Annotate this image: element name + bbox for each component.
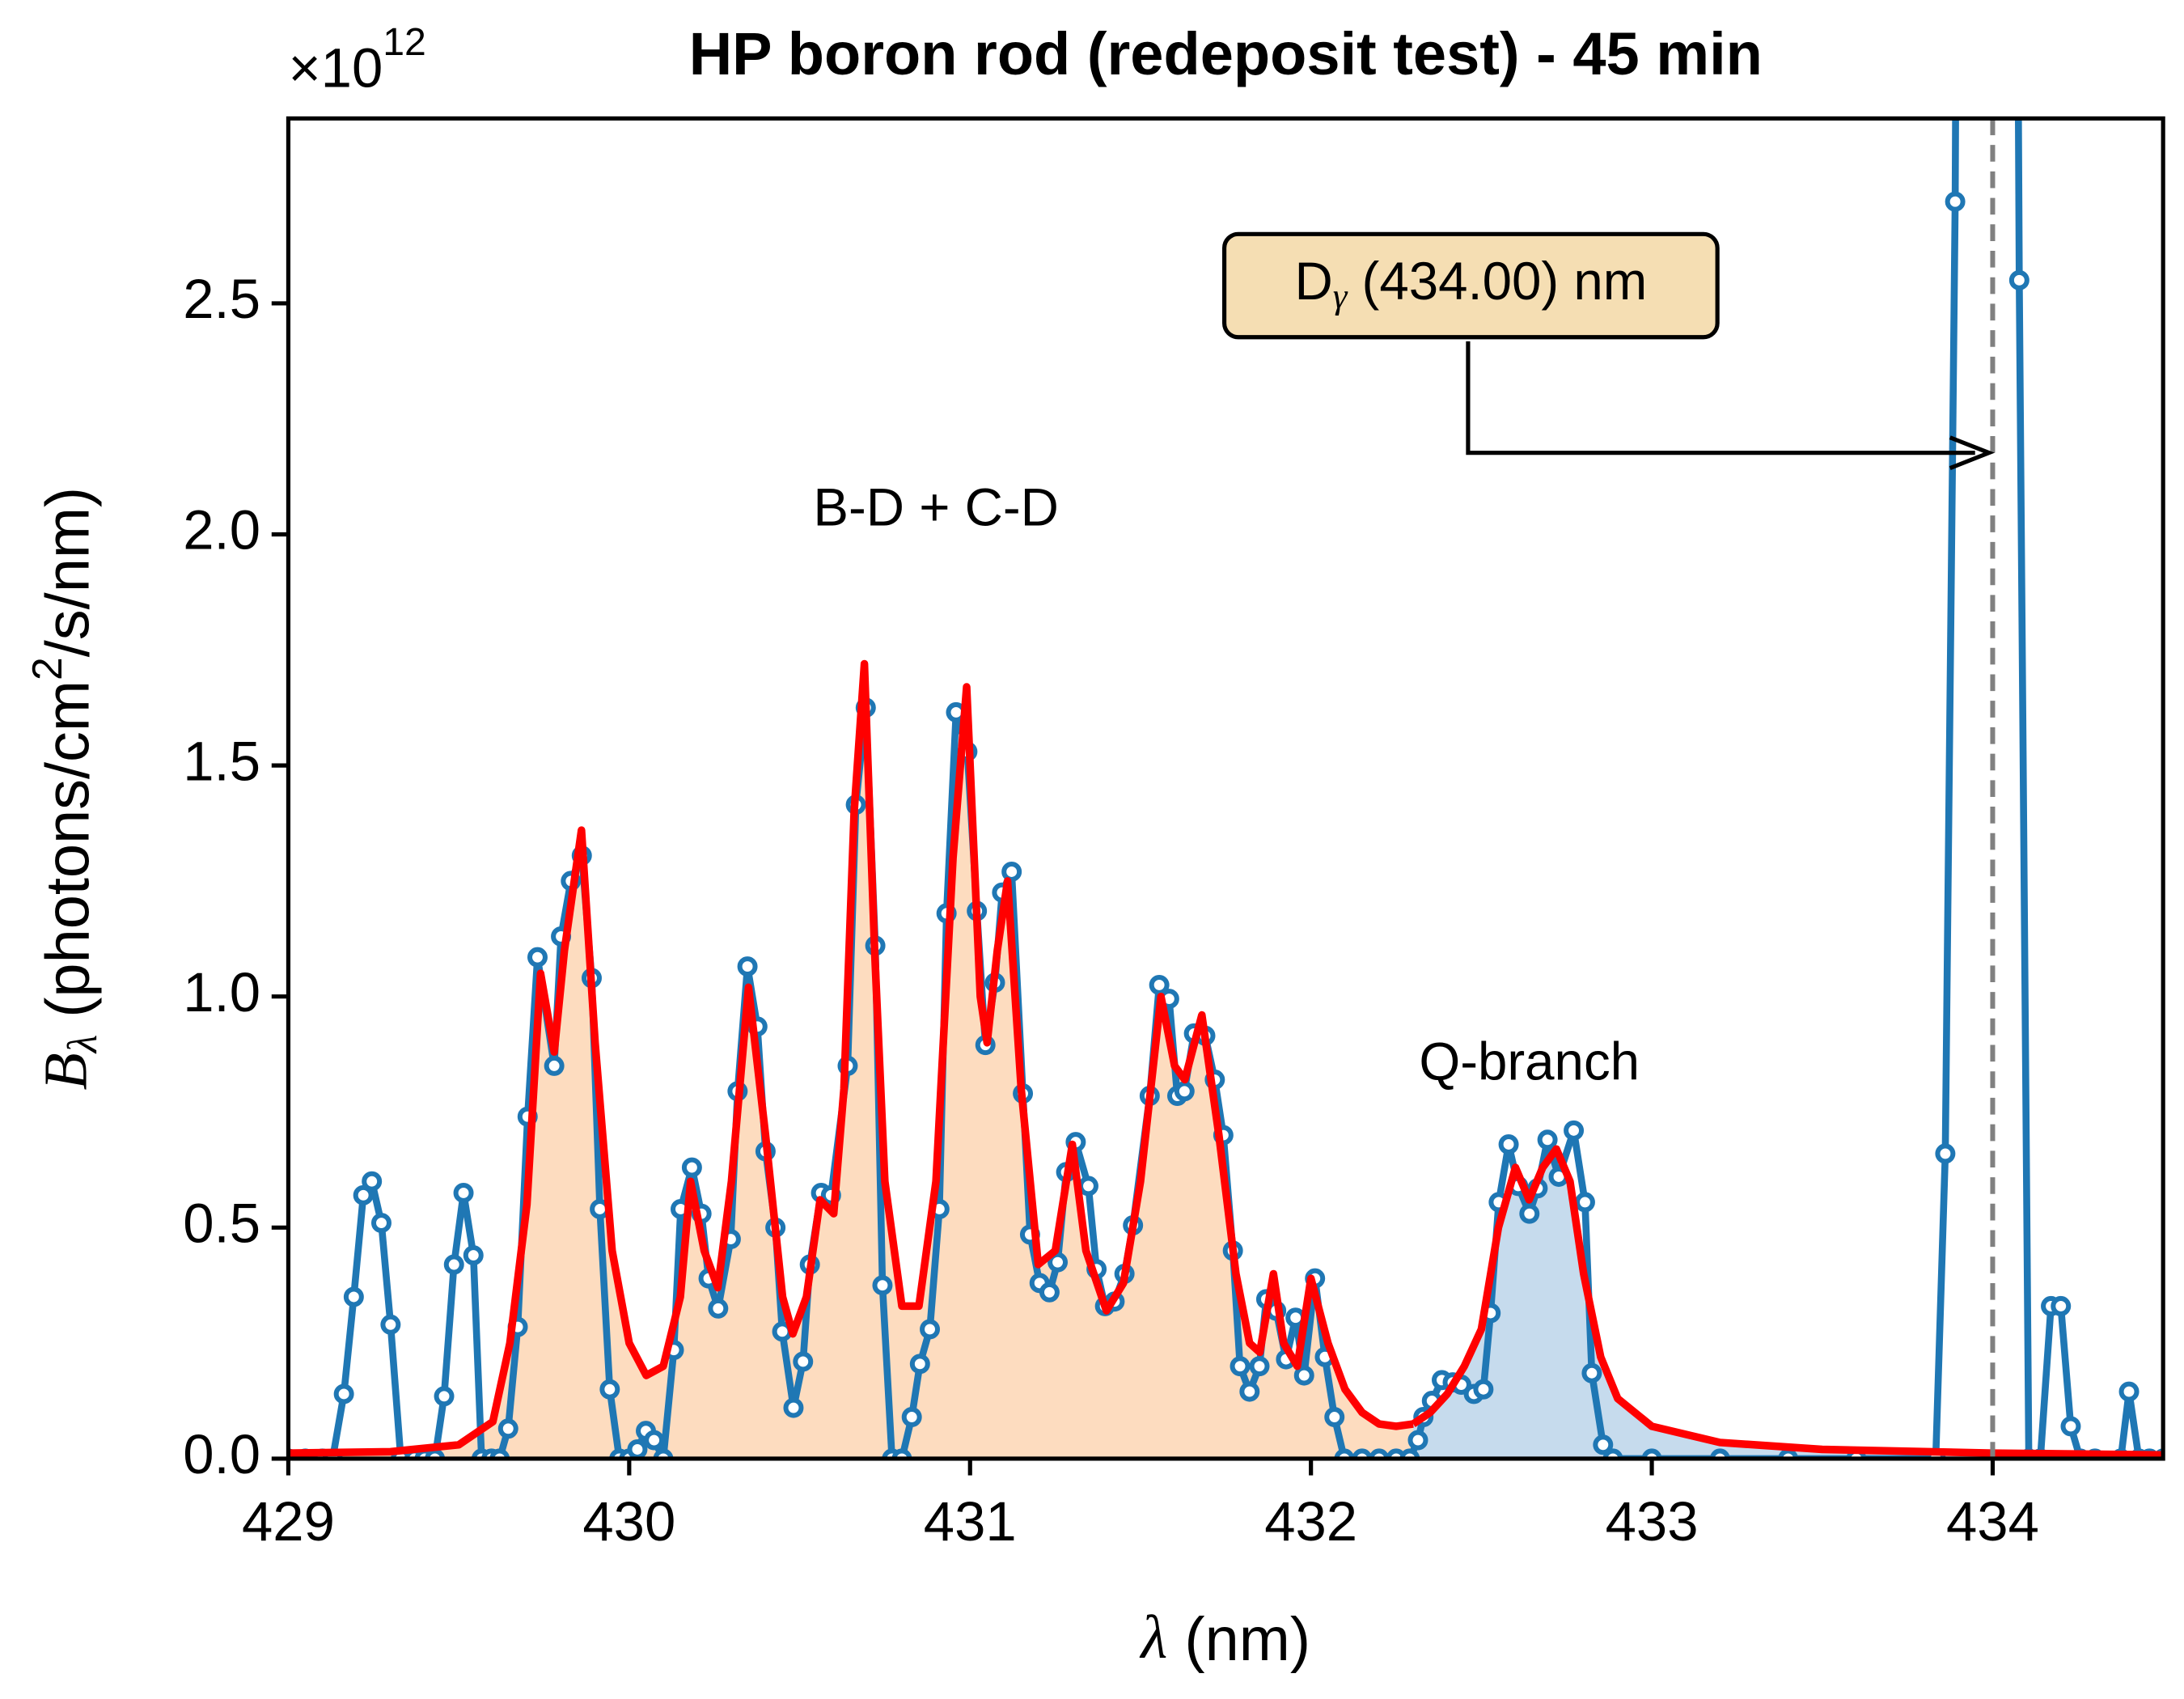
chart-title: HP boron rod (redeposit test) - 45 min — [689, 20, 1763, 87]
y-tick-label: 2.5 — [183, 268, 260, 330]
data-point — [544, 1055, 565, 1076]
area-fill — [1413, 1149, 2164, 1459]
y-tick-label: 0.5 — [183, 1193, 260, 1255]
data-point — [2051, 1295, 2072, 1316]
x-axis-label: λ (nm) — [1140, 1604, 1311, 1674]
y-tick-label: 0.0 — [183, 1423, 260, 1485]
data-point — [1574, 1192, 1595, 1213]
y-tick-label: 1.5 — [183, 730, 260, 792]
data-point — [681, 1157, 702, 1178]
data-point — [793, 1351, 814, 1372]
y-tick-label: 2.0 — [183, 499, 260, 561]
data-point — [434, 1386, 455, 1407]
data-point — [333, 1383, 354, 1405]
y-label-unit: (photons/cm — [34, 680, 103, 1035]
data-point — [1077, 1176, 1098, 1197]
data-point — [783, 1397, 804, 1418]
data-point — [737, 956, 758, 977]
annotation-text: (434.00) nm — [1347, 252, 1647, 311]
data-point — [872, 1275, 893, 1296]
y-label-symbol: B — [32, 1053, 100, 1090]
x-tick-label: 433 — [1606, 1490, 1699, 1553]
data-point — [1935, 1143, 1956, 1164]
multiplier-exponent: 12 — [383, 20, 426, 64]
data-point — [1048, 1252, 1069, 1273]
data-point — [708, 1298, 729, 1319]
data-point — [909, 1354, 930, 1375]
data-point — [353, 1184, 374, 1205]
data-point — [644, 1430, 665, 1451]
x-tick-label: 432 — [1264, 1490, 1357, 1553]
annotation: Dγ (434.00) nm — [1294, 252, 1647, 316]
series-line — [1411, 1145, 2164, 1459]
data-point — [453, 1182, 474, 1203]
data-point — [920, 1319, 941, 1340]
data-point — [1249, 1356, 1270, 1377]
data-point — [371, 1213, 392, 1234]
arrow-head — [1949, 435, 1995, 471]
y-label-unit-end: /s/nm) — [34, 487, 103, 657]
x-tick-label: 434 — [1946, 1490, 2039, 1553]
data-point — [1537, 1129, 1558, 1150]
annotation: Q-branch — [1419, 1032, 1640, 1091]
data-point — [1473, 1379, 1494, 1400]
x-tick-label: 429 — [242, 1490, 335, 1553]
y-axis-label: Bλ (photons/cm2/s/nm) — [23, 487, 106, 1091]
annotation-box — [1222, 231, 1720, 340]
data-point — [1324, 1407, 1345, 1427]
data-point — [1293, 1365, 1314, 1386]
y-label-superscript: 2 — [23, 657, 70, 680]
annotation-subscript: γ — [1333, 276, 1348, 316]
plot-area — [288, 118, 2164, 1459]
data-point — [627, 1439, 648, 1459]
data-point — [362, 1171, 383, 1192]
data-point — [1498, 1134, 1519, 1155]
multiplier-base: ×10 — [288, 37, 383, 100]
data-point — [1001, 861, 1022, 882]
data-point — [443, 1254, 464, 1275]
data-point — [1593, 1434, 1614, 1455]
data-point — [1581, 1362, 1602, 1383]
data-point — [1230, 1356, 1251, 1377]
x-tick-label: 431 — [924, 1490, 1017, 1553]
data-point — [2060, 1416, 2081, 1437]
axes-frame — [286, 116, 2165, 1461]
data-point — [1149, 974, 1170, 995]
data-point — [1564, 1120, 1585, 1141]
data-point — [527, 947, 548, 968]
data-point — [2118, 1381, 2140, 1402]
x-tick-label: 430 — [582, 1490, 675, 1553]
multiplier: ×1012 — [288, 20, 425, 100]
annotation-symbol: D — [1294, 252, 1332, 311]
data-point — [901, 1407, 922, 1427]
data-point — [463, 1245, 484, 1266]
data-point — [380, 1314, 401, 1335]
annotation-arrow — [1466, 341, 1975, 455]
data-point — [343, 1286, 364, 1307]
data-point — [1407, 1430, 1428, 1451]
data-point — [497, 1418, 518, 1439]
data-point — [599, 1379, 620, 1400]
data-point — [1039, 1282, 1060, 1303]
annotation: B-D + C-D — [813, 477, 1059, 536]
data-point — [1239, 1381, 1260, 1402]
data-point — [1945, 191, 1966, 212]
series-line — [288, 659, 1414, 1457]
x-label-unit: (nm) — [1167, 1605, 1310, 1674]
data-point — [2008, 269, 2030, 290]
y-label-subscript: λ — [60, 1035, 106, 1054]
data-point — [1174, 1081, 1195, 1102]
data-point — [1519, 1203, 1540, 1224]
y-tick-label: 1.0 — [183, 961, 260, 1023]
x-label-symbol: λ — [1140, 1604, 1168, 1671]
